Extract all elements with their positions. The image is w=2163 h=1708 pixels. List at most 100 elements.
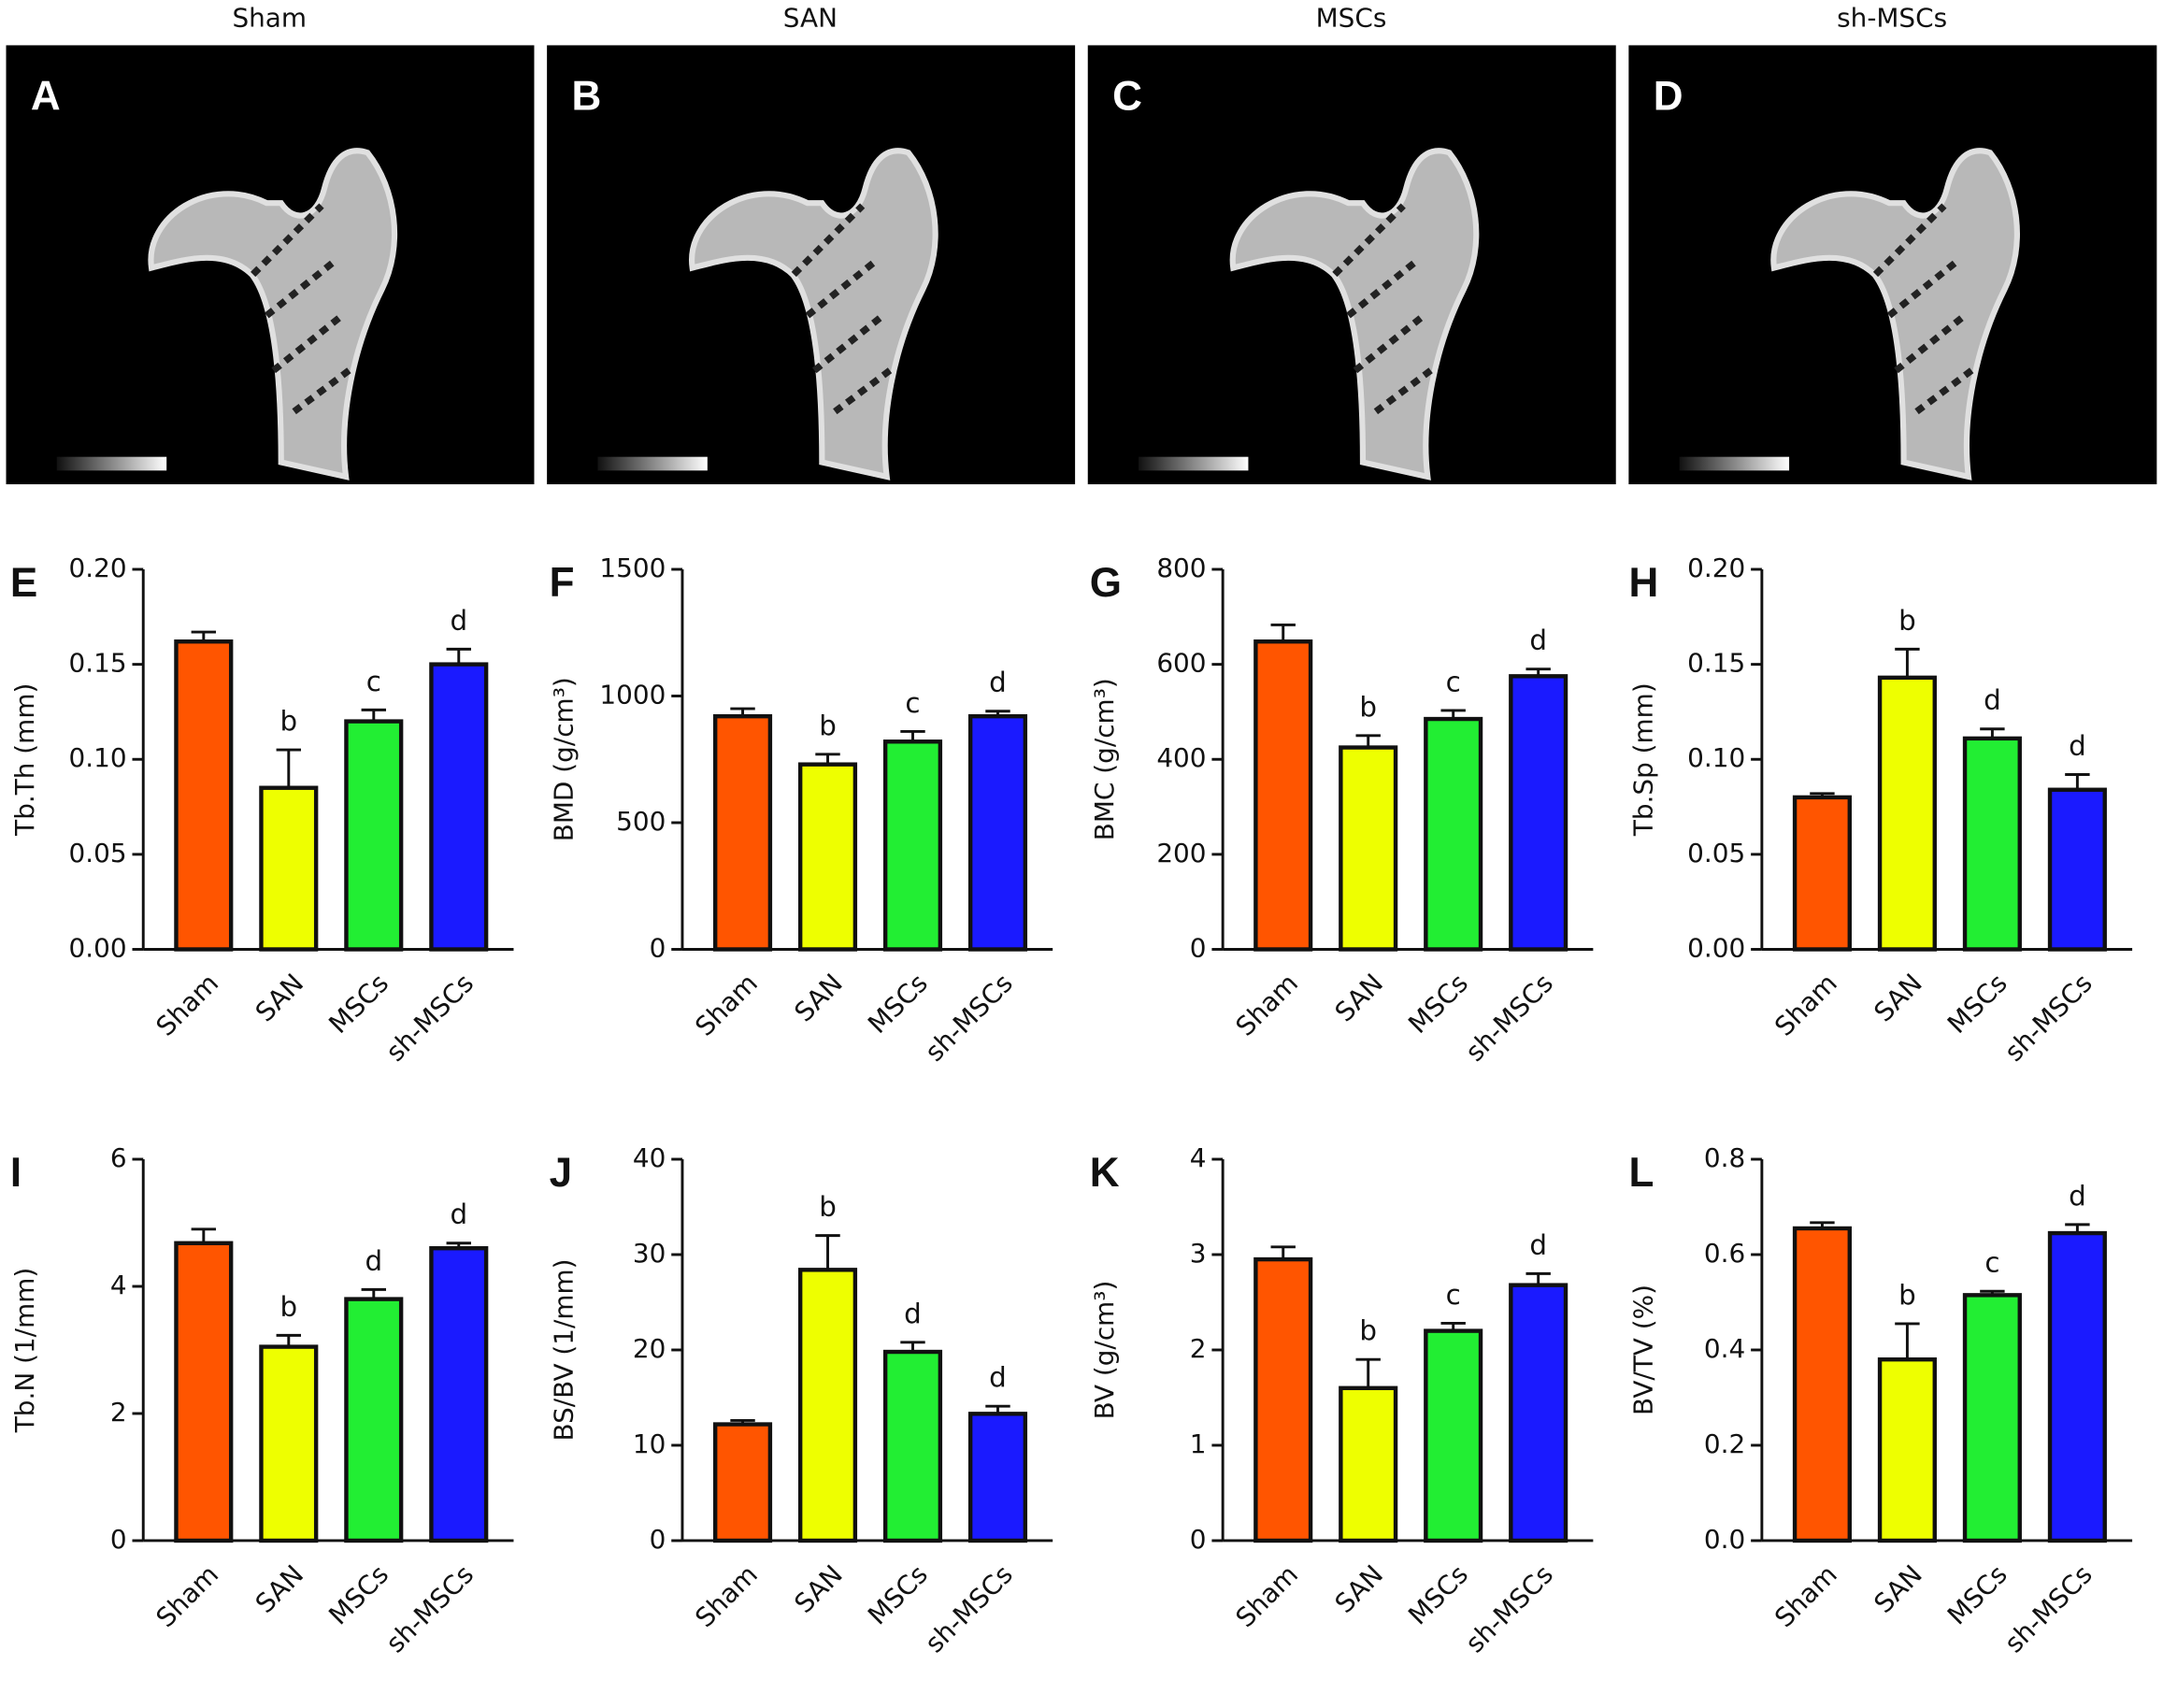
bar	[967, 1412, 1028, 1543]
y-tick-label: 0.00	[1687, 932, 1745, 963]
x-tick-label: SAN	[788, 968, 848, 1027]
x-tick-label: Sham	[1229, 968, 1304, 1042]
bar-chart: L BV/TV (%) 0.0 0.2 0.4 0.6 0.8 Sham b SAN c MSCs d s…	[1627, 1142, 2133, 1658]
x-tick-label: sh-MSCs	[1459, 968, 1559, 1068]
x-tick-label: SAN	[250, 968, 309, 1027]
image-title: Sham	[232, 3, 307, 34]
x-tick-label: MSCs	[862, 1559, 934, 1631]
y-tick-label: 0.05	[1687, 838, 1745, 868]
bar	[1253, 639, 1313, 952]
bar-chart: I Tb.N (1/mm) 0 2 4 6 Sham b SAN d MSCs d sh-MSCs	[9, 1142, 514, 1658]
y-tick-label: 0.20	[1687, 553, 1745, 583]
y-tick-label: 2	[110, 1397, 127, 1428]
x-tick-label: MSCs	[1402, 968, 1474, 1040]
y-axis-label: Tb.Sp (mm)	[1627, 682, 1658, 837]
panel-label: J	[550, 1150, 572, 1196]
y-axis-label: BMC (g/cm³)	[1089, 678, 1120, 840]
significance-label: c	[366, 666, 381, 697]
x-tick-label: Sham	[1769, 1559, 1843, 1634]
x-tick-label: SAN	[1329, 1559, 1389, 1619]
bar	[2047, 1230, 2107, 1543]
intensity-scale	[56, 456, 167, 471]
y-axis-label: Tb.Th (mm)	[9, 683, 40, 837]
x-tick-label: sh-MSCs	[1459, 1559, 1559, 1659]
y-tick-label: 20	[633, 1333, 666, 1364]
y-tick-label: 0.0	[1704, 1524, 1745, 1555]
bar-chart: E Tb.Th (mm) 0.00 0.05 0.10 0.15 0.20 Sham b SAN c…	[9, 553, 514, 1068]
bar	[1424, 1328, 1483, 1543]
significance-label: d	[2069, 730, 2086, 762]
x-tick-label: SAN	[1868, 968, 1927, 1027]
panel-label: L	[1629, 1150, 1654, 1196]
bar	[259, 785, 319, 952]
significance-label: b	[279, 1291, 297, 1323]
y-tick-label: 0.15	[1687, 648, 1745, 679]
x-tick-label: MSCs	[1402, 1559, 1474, 1631]
intensity-scale	[1679, 456, 1790, 471]
x-tick-label: Sham	[689, 968, 764, 1042]
bar-chart: K BV (g/cm³) 0 1 2 3 4 Sham b SAN c MSCs d sh-MSCs	[1089, 1142, 1594, 1658]
significance-label: d	[1529, 624, 1547, 656]
image-title: sh-MSCs	[1837, 3, 1947, 34]
bar	[1877, 1356, 1937, 1543]
y-tick-label: 0	[650, 932, 666, 963]
bar	[429, 662, 489, 952]
x-tick-label: sh-MSCs	[919, 1559, 1019, 1659]
bar	[797, 762, 858, 952]
bar	[712, 1422, 773, 1543]
x-tick-label: Sham	[150, 1559, 225, 1634]
y-tick-label: 3	[1190, 1238, 1207, 1269]
significance-label: c	[1984, 1247, 1999, 1279]
x-tick-label: SAN	[1868, 1559, 1927, 1619]
panel-label: A	[31, 73, 61, 119]
y-axis-label: BV (g/cm³)	[1089, 1281, 1120, 1420]
y-tick-label: 200	[1156, 838, 1206, 868]
x-tick-label: SAN	[250, 1559, 309, 1619]
y-tick-label: 400	[1156, 742, 1206, 773]
y-tick-label: 0	[650, 1524, 666, 1555]
x-tick-label: Sham	[1229, 1559, 1304, 1634]
y-tick-label: 600	[1156, 648, 1206, 679]
significance-label: b	[1359, 1315, 1377, 1347]
significance-label: d	[365, 1245, 382, 1277]
bar	[2047, 787, 2107, 952]
significance-label: d	[450, 605, 467, 637]
intensity-scale	[1139, 456, 1249, 471]
significance-label: d	[450, 1198, 467, 1230]
image-title: MSCs	[1316, 3, 1387, 34]
bar	[797, 1268, 858, 1543]
panel-label: I	[10, 1150, 21, 1196]
significance-label: c	[905, 687, 920, 719]
y-tick-label: 10	[633, 1428, 666, 1459]
intensity-scale	[597, 456, 708, 471]
y-tick-label: 500	[616, 806, 666, 837]
significance-label: b	[819, 710, 837, 741]
bar	[712, 713, 773, 952]
panel-label: F	[550, 560, 575, 606]
x-tick-label: MSCs	[1941, 1559, 2013, 1631]
significance-label: c	[1446, 1279, 1461, 1311]
bar	[174, 639, 234, 952]
significance-label: b	[279, 706, 297, 738]
x-tick-label: MSCs	[322, 1559, 394, 1631]
bar	[1339, 1385, 1398, 1543]
y-axis-label: BS/BV (1/mm)	[549, 1258, 580, 1441]
y-tick-label: 1	[1190, 1428, 1207, 1459]
image-title: SAN	[783, 3, 838, 34]
bone-trabeculae	[1872, 203, 1974, 415]
y-tick-label: 0	[1190, 932, 1207, 963]
bar	[259, 1344, 319, 1543]
bar	[1509, 674, 1569, 952]
bar	[1509, 1283, 1569, 1543]
x-tick-label: MSCs	[322, 968, 394, 1040]
y-tick-label: 0.10	[69, 742, 127, 773]
y-tick-label: 1500	[599, 553, 666, 583]
bar	[1253, 1256, 1313, 1543]
bar	[1792, 1226, 1852, 1543]
y-tick-label: 800	[1156, 553, 1206, 583]
panel-label: E	[10, 560, 37, 606]
significance-label: d	[989, 667, 1007, 698]
bar	[1424, 716, 1483, 952]
panel-label: C	[1112, 73, 1142, 119]
